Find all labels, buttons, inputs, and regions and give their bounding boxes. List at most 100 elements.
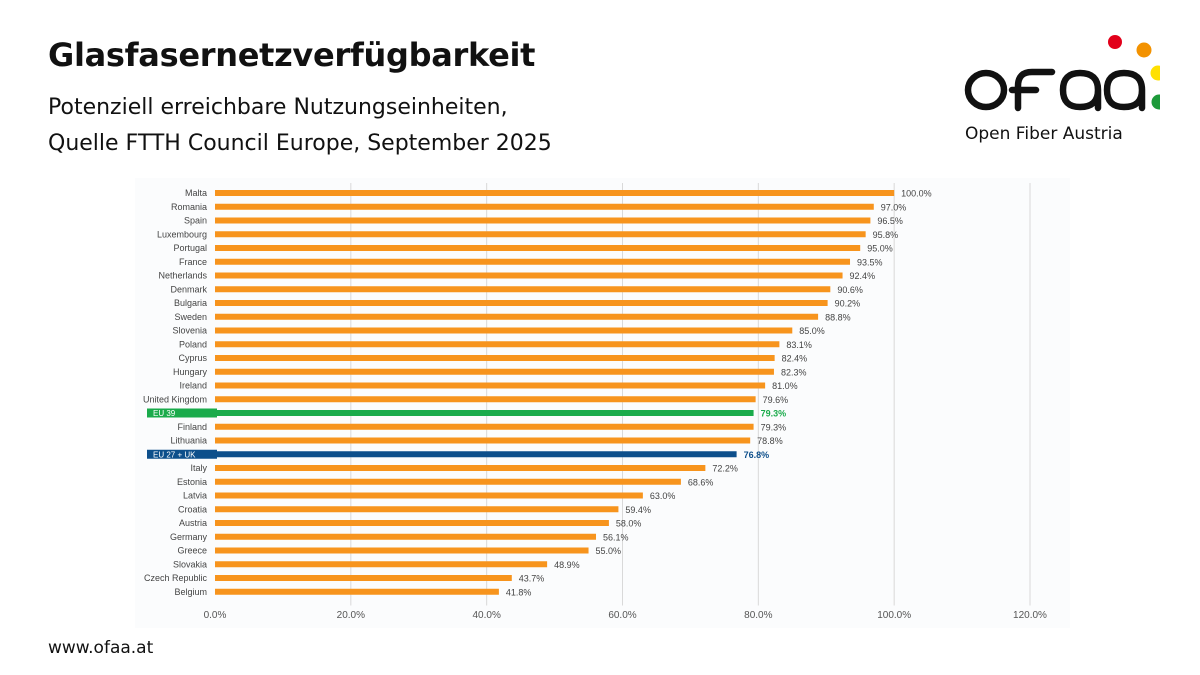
category-label: Spain bbox=[184, 216, 207, 226]
category-label: Greece bbox=[177, 546, 207, 556]
category-label-bg bbox=[147, 449, 217, 459]
value-label: 95.0% bbox=[867, 244, 893, 254]
bar bbox=[215, 313, 819, 320]
category-label: United Kingdom bbox=[143, 394, 207, 404]
category-label: Estonia bbox=[177, 477, 207, 487]
page-title: Glasfasernetzverfügbarkeit bbox=[48, 36, 536, 74]
value-label: 78.8% bbox=[757, 436, 783, 446]
bar bbox=[215, 575, 512, 581]
category-label: Denmark bbox=[170, 284, 207, 294]
subtitle-line-1: Potenziell erreichbare Nutzungseinheiten… bbox=[48, 95, 508, 120]
bar bbox=[215, 231, 866, 238]
category-label: Italy bbox=[190, 463, 207, 473]
bar bbox=[215, 217, 871, 224]
bar bbox=[215, 190, 895, 196]
bar bbox=[215, 355, 775, 361]
bar bbox=[215, 478, 681, 485]
bar-chart: 0.0% 20.0% 40.0% 60.0% 80.0% 100.0% 120.0% Malt… bbox=[143, 183, 1047, 621]
category-label-bg bbox=[147, 408, 217, 418]
category-label: EU 39 bbox=[153, 409, 176, 418]
value-label: 83.1% bbox=[786, 340, 812, 350]
value-label: 76.8% bbox=[744, 450, 770, 460]
bar bbox=[215, 520, 609, 526]
ofaa-logo bbox=[960, 30, 1167, 150]
category-label: Belgium bbox=[174, 587, 207, 597]
category-label: Finland bbox=[177, 422, 207, 432]
value-label: 82.3% bbox=[781, 367, 807, 377]
category-label: Poland bbox=[179, 339, 207, 349]
logo-caption: Open Fiber Austria bbox=[965, 124, 1123, 144]
category-label: Bulgaria bbox=[174, 298, 207, 308]
bar bbox=[215, 258, 851, 265]
value-label: 79.6% bbox=[763, 395, 789, 405]
value-label: 48.9% bbox=[554, 560, 580, 570]
value-label: 58.0% bbox=[616, 519, 642, 529]
category-label: Latvia bbox=[183, 491, 207, 501]
bar bbox=[215, 588, 499, 595]
category-label: Sweden bbox=[174, 312, 207, 322]
value-label: 97.0% bbox=[881, 202, 907, 212]
logo-dot-green bbox=[1151, 94, 1167, 110]
bar bbox=[215, 341, 780, 348]
category-label: Croatia bbox=[178, 504, 207, 514]
bar bbox=[215, 382, 766, 389]
bar bbox=[215, 286, 831, 293]
bar bbox=[215, 506, 619, 513]
value-label: 55.0% bbox=[596, 546, 622, 556]
value-label: 41.8% bbox=[506, 587, 532, 597]
value-label: 92.4% bbox=[850, 271, 876, 281]
value-label: 95.8% bbox=[873, 230, 899, 240]
x-tick-label: 80.0% bbox=[744, 610, 772, 621]
value-label: 96.5% bbox=[877, 216, 903, 226]
category-label: France bbox=[179, 257, 207, 267]
category-label: Germany bbox=[170, 532, 208, 542]
category-label: Portugal bbox=[173, 243, 207, 253]
value-label: 88.8% bbox=[825, 312, 851, 322]
footer-url[interactable]: www.ofaa.at bbox=[48, 638, 154, 658]
bar bbox=[215, 451, 737, 458]
logo-dot-orange bbox=[1136, 42, 1152, 58]
bar bbox=[215, 410, 754, 416]
category-label: Netherlands bbox=[158, 271, 207, 281]
value-label: 82.4% bbox=[782, 354, 808, 364]
bar bbox=[215, 437, 751, 444]
bar bbox=[215, 327, 793, 334]
category-label: Slovakia bbox=[173, 559, 207, 569]
category-label: Slovenia bbox=[172, 326, 207, 336]
page-subtitle: Potenziell erreichbare Nutzungseinheiten… bbox=[48, 90, 552, 162]
x-tick-label: 60.0% bbox=[608, 610, 636, 621]
logo-dot-red bbox=[1108, 35, 1122, 49]
logo-wordmark bbox=[964, 68, 1146, 112]
value-label: 56.1% bbox=[603, 532, 629, 542]
category-label: EU 27 + UK bbox=[153, 450, 196, 459]
bar bbox=[215, 272, 843, 279]
bar bbox=[215, 368, 774, 375]
value-label: 90.6% bbox=[837, 285, 863, 295]
value-label: 100.0% bbox=[901, 189, 932, 199]
x-tick-label: 20.0% bbox=[337, 610, 365, 621]
category-label: Austria bbox=[179, 518, 207, 528]
category-label: Czech Republic bbox=[144, 573, 208, 583]
bar bbox=[215, 561, 548, 568]
bar bbox=[215, 396, 756, 403]
bar bbox=[215, 203, 874, 210]
value-label: 79.3% bbox=[761, 409, 787, 419]
category-label: Lithuania bbox=[170, 436, 207, 446]
bar bbox=[215, 492, 643, 499]
bar bbox=[215, 423, 754, 430]
bar bbox=[215, 533, 597, 540]
x-tick-label: 40.0% bbox=[472, 610, 500, 621]
bar bbox=[215, 465, 706, 471]
x-tick-label: 100.0% bbox=[877, 610, 911, 621]
category-label: Romania bbox=[171, 202, 207, 212]
value-label: 79.3% bbox=[761, 422, 787, 432]
value-label: 93.5% bbox=[857, 257, 883, 267]
value-label: 43.7% bbox=[519, 574, 545, 584]
category-label: Ireland bbox=[179, 381, 207, 391]
value-label: 68.6% bbox=[688, 477, 714, 487]
x-tick-label: 120.0% bbox=[1013, 610, 1047, 621]
chart-area: 0.0% 20.0% 40.0% 60.0% 80.0% 100.0% 120.0% Malt… bbox=[135, 178, 1070, 628]
value-label: 81.0% bbox=[772, 381, 798, 391]
subtitle-line-2: Quelle FTTH Council Europe, September 20… bbox=[48, 131, 552, 156]
value-label: 63.0% bbox=[650, 491, 676, 501]
